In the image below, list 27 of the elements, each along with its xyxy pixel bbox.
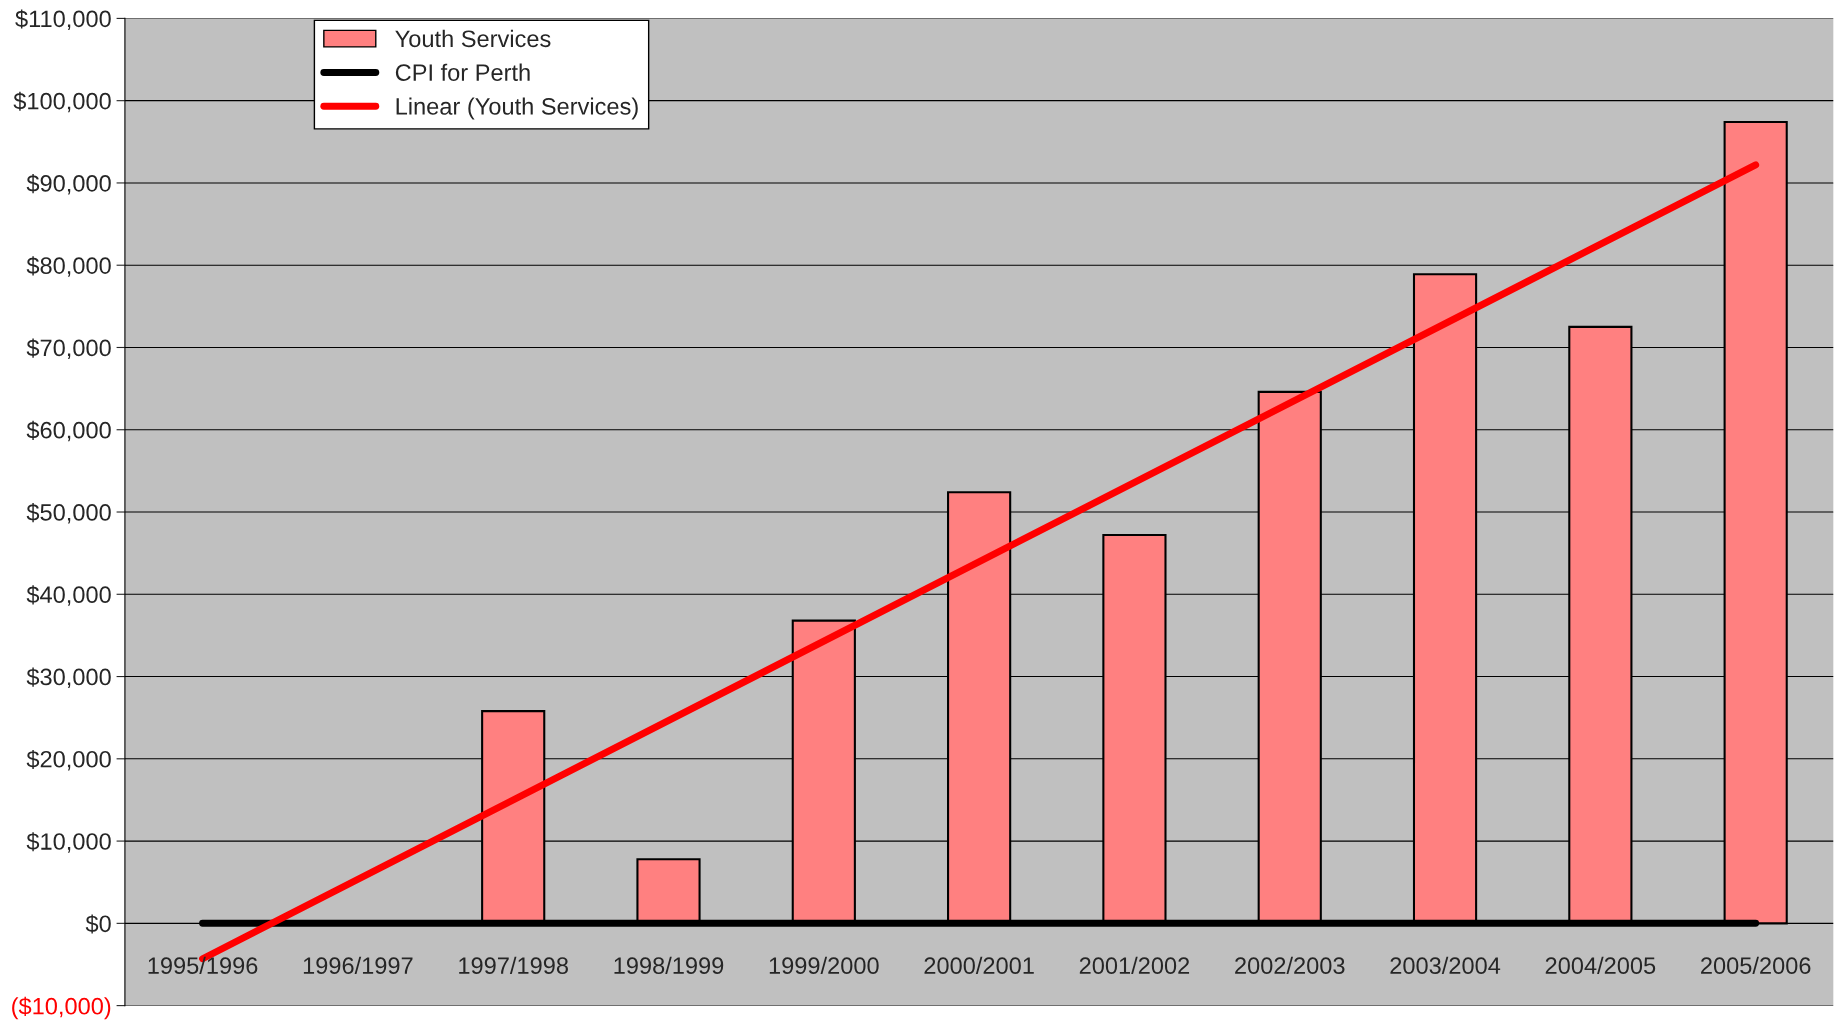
y-tick-label: $0 xyxy=(85,914,111,934)
x-tick-label: 1996/1997 xyxy=(303,956,413,975)
x-tick-label: 2004/2005 xyxy=(1545,956,1656,975)
x-tick-label: 2000/2001 xyxy=(924,956,1034,975)
y-tick-label: $20,000 xyxy=(26,749,111,771)
y-tick-label: $50,000 xyxy=(26,503,111,524)
y-tick-label: ($10,000) xyxy=(12,996,111,1020)
y-tick-label: $30,000 xyxy=(26,667,111,689)
x-tick-label: 2003/2004 xyxy=(1390,956,1501,975)
x-tick-label: 1995/1996 xyxy=(148,956,258,975)
x-tick-label: 1997/1998 xyxy=(459,956,568,975)
y-tick-label: $10,000 xyxy=(26,832,111,853)
legend-label: Youth Services xyxy=(395,29,551,48)
legend-label: CPI for Perth xyxy=(395,63,530,81)
y-tick-label: $100,000 xyxy=(13,91,111,113)
legend-label: Linear (Youth Services) xyxy=(396,97,638,120)
y-tick-label: $110,000 xyxy=(15,9,111,30)
y-tick-label: $90,000 xyxy=(26,174,111,195)
x-tick-label: 1999/2000 xyxy=(769,956,879,975)
x-tick-label: 2005/2006 xyxy=(1701,956,1811,975)
y-tick-label: $60,000 xyxy=(26,420,111,442)
y-tick-label: $80,000 xyxy=(26,256,111,277)
y-tick-label: $40,000 xyxy=(26,585,111,606)
x-tick-label: 2001/2002 xyxy=(1079,956,1190,975)
y-tick-label: $70,000 xyxy=(26,338,111,360)
x-tick-label: 2002/2003 xyxy=(1235,956,1345,975)
x-tick-label: 1998/1999 xyxy=(614,956,724,975)
